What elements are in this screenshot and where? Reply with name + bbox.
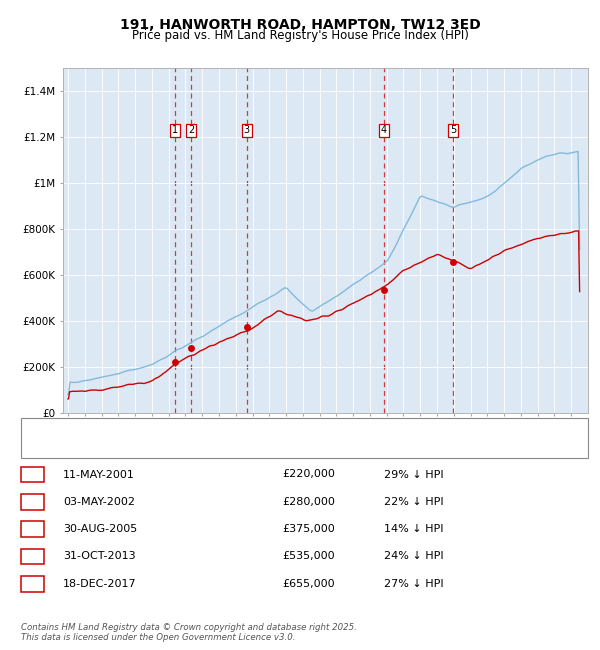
Text: 14% ↓ HPI: 14% ↓ HPI [384,524,443,534]
Text: 22% ↓ HPI: 22% ↓ HPI [384,497,443,507]
Text: £280,000: £280,000 [282,497,335,507]
Text: Price paid vs. HM Land Registry's House Price Index (HPI): Price paid vs. HM Land Registry's House … [131,29,469,42]
Text: 3: 3 [29,524,36,534]
Text: £375,000: £375,000 [282,524,335,534]
Text: 3: 3 [244,125,250,135]
Text: 18-DEC-2017: 18-DEC-2017 [63,578,137,589]
Text: 27% ↓ HPI: 27% ↓ HPI [384,578,443,589]
Text: HPI: Average price, semi-detached house, Richmond upon Thames: HPI: Average price, semi-detached house,… [63,443,411,453]
Text: 24% ↓ HPI: 24% ↓ HPI [384,551,443,562]
Text: 1: 1 [172,125,178,135]
Text: Contains HM Land Registry data © Crown copyright and database right 2025.
This d: Contains HM Land Registry data © Crown c… [21,623,357,642]
Text: 29% ↓ HPI: 29% ↓ HPI [384,469,443,480]
Text: 31-OCT-2013: 31-OCT-2013 [63,551,136,562]
Text: 191, HANWORTH ROAD, HAMPTON, TW12 3ED: 191, HANWORTH ROAD, HAMPTON, TW12 3ED [119,18,481,32]
Text: 03-MAY-2002: 03-MAY-2002 [63,497,135,507]
Text: 11-MAY-2001: 11-MAY-2001 [63,469,135,480]
Text: £655,000: £655,000 [282,578,335,589]
Text: 4: 4 [381,125,387,135]
Text: £535,000: £535,000 [282,551,335,562]
Text: 2: 2 [29,497,36,507]
Text: 5: 5 [450,125,456,135]
Text: 30-AUG-2005: 30-AUG-2005 [63,524,137,534]
Text: 1: 1 [29,469,36,480]
Text: £220,000: £220,000 [282,469,335,480]
Text: 191, HANWORTH ROAD, HAMPTON, TW12 3ED (semi-detached house): 191, HANWORTH ROAD, HAMPTON, TW12 3ED (s… [63,424,428,434]
Text: 5: 5 [29,578,36,589]
Text: 4: 4 [29,551,36,562]
Text: 2: 2 [188,125,194,135]
